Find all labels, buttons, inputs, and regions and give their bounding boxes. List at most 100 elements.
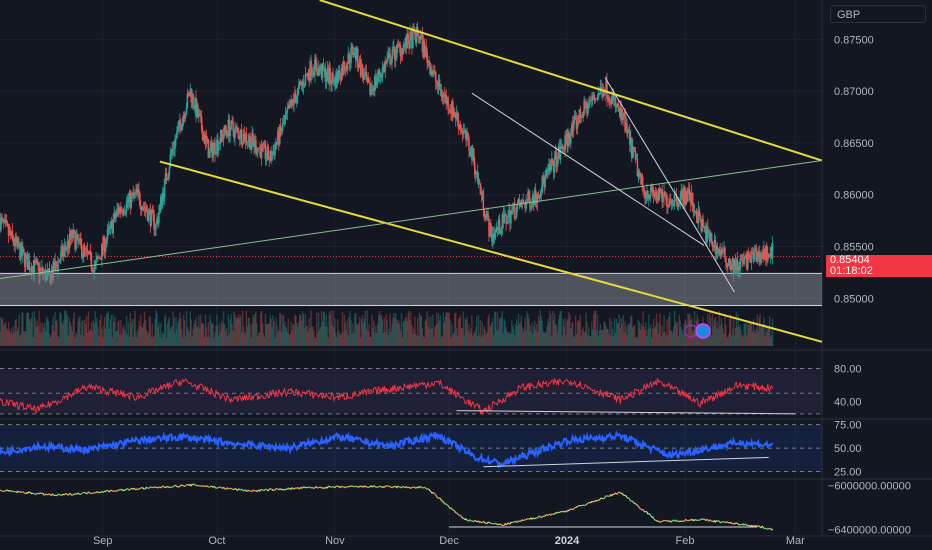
candle [407, 33, 409, 45]
volume-bar [31, 312, 34, 346]
volume-bar [425, 319, 427, 346]
volume-bar [720, 317, 722, 346]
candle [517, 199, 520, 203]
volume-bar [462, 311, 465, 346]
countdown-badge: 01:18:02 [826, 266, 932, 277]
candle [87, 252, 90, 255]
indicator-line-segment [101, 490, 104, 493]
volume-bar [753, 330, 756, 346]
candle [306, 72, 309, 77]
candle [492, 233, 494, 242]
volume-bar [544, 331, 546, 346]
volume-bar [194, 320, 196, 346]
volume-indicator-panel[interactable] [0, 483, 774, 531]
candle [592, 95, 595, 98]
candle [233, 130, 235, 139]
candle [274, 145, 276, 156]
candle [497, 219, 500, 231]
volume-bar [672, 326, 675, 346]
time-axis[interactable]: Sep Oct Nov Dec 2024 Feb Mar [93, 535, 805, 547]
candle [74, 231, 76, 250]
volume-bar [70, 325, 73, 346]
flag-indicator-icon[interactable] [695, 323, 711, 339]
candle [455, 112, 458, 119]
volume-bar [206, 337, 209, 346]
candle [616, 103, 619, 106]
volume-bar [748, 320, 751, 346]
candle [267, 146, 270, 160]
candle [119, 207, 121, 213]
volume-bar [353, 332, 355, 346]
volume-bar [378, 310, 381, 346]
indicator-line-segment [534, 517, 537, 520]
indicator-line-segment [439, 497, 441, 500]
volume-bar [728, 333, 730, 346]
indicator-line-segment [596, 500, 598, 502]
volume-bar [604, 321, 606, 346]
volume-bar [220, 331, 222, 346]
volume-bar [551, 336, 553, 346]
rsi-panel[interactable] [0, 368, 822, 416]
volume-bar [445, 312, 447, 346]
candle [165, 173, 168, 181]
indicator-line-segment [368, 486, 371, 488]
candle [722, 249, 724, 251]
candle [462, 131, 465, 135]
candle [64, 245, 67, 250]
candle [464, 130, 467, 132]
indicator-line-segment [538, 515, 541, 518]
candle [633, 149, 636, 152]
indicator-line-segment [281, 488, 283, 491]
indicator-line-segment [500, 523, 502, 526]
candle [631, 147, 634, 159]
candle [93, 266, 95, 273]
candle [9, 231, 12, 236]
candle [767, 253, 770, 257]
price-panel[interactable] [0, 0, 823, 346]
candle [548, 164, 550, 171]
volume-bar [435, 312, 438, 346]
volume-bar [10, 328, 13, 346]
candle [429, 62, 431, 75]
volume-bar [614, 333, 617, 346]
candle [355, 48, 358, 61]
candle [138, 189, 140, 194]
candle [37, 261, 39, 266]
candle [403, 44, 406, 46]
candle [382, 66, 385, 68]
volume-bar [265, 324, 268, 346]
indicator-line-segment [490, 522, 493, 525]
candle [263, 143, 266, 145]
candle [368, 82, 370, 84]
volume-bar [37, 326, 39, 346]
price-axis[interactable]: 0.875000.870000.865000.860000.855000.850… [828, 34, 911, 536]
candle [515, 207, 518, 217]
indicator-icons[interactable] [684, 323, 711, 339]
candle [664, 191, 666, 198]
indicator-line-segment [213, 485, 216, 488]
candle [311, 71, 313, 76]
oscillator-panel[interactable] [0, 424, 822, 472]
volume-bar [39, 332, 41, 346]
candle [50, 272, 53, 284]
candle [766, 245, 768, 262]
volume-bar [394, 318, 396, 346]
candle [155, 223, 157, 229]
volume-bar [629, 322, 631, 346]
candle [12, 236, 15, 244]
volume-bar [625, 326, 627, 346]
candle [708, 232, 711, 242]
candle [45, 272, 48, 281]
currency-selector[interactable]: GBP [830, 5, 926, 23]
candle [320, 65, 323, 78]
candle [504, 214, 506, 216]
candle [692, 205, 695, 213]
volume-bar [596, 314, 599, 346]
candle [456, 112, 459, 121]
candle [581, 117, 584, 119]
volume-bar [547, 318, 549, 346]
volume-bar [336, 337, 338, 346]
candle [142, 206, 145, 208]
candle [731, 258, 734, 265]
